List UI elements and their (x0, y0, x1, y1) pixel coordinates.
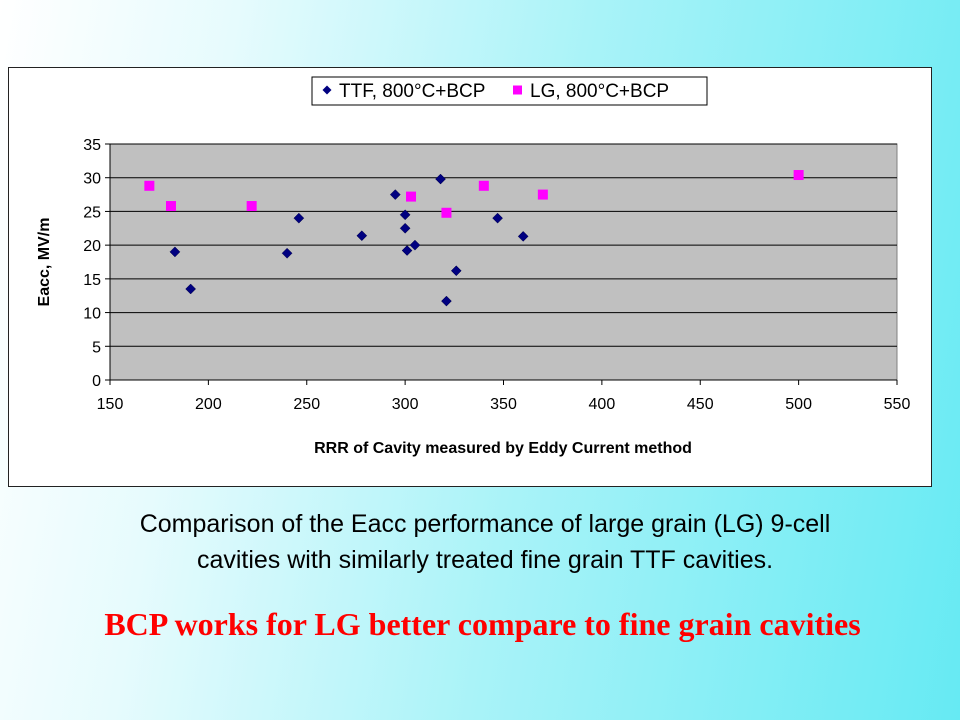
legend-label-lg: LG, 800°C+BCP (530, 81, 669, 102)
y-tick-label: 35 (83, 137, 101, 154)
y-tick-label: 5 (92, 339, 101, 356)
x-axis-label: RRR of Cavity measured by Eddy Current m… (314, 440, 692, 457)
x-tick-label: 450 (687, 396, 714, 413)
x-tick-label: 500 (785, 396, 812, 413)
ttf-point (435, 173, 446, 185)
x-tick-label: 550 (884, 396, 911, 413)
ttf-point (185, 283, 197, 295)
lg-point (406, 191, 417, 202)
ttf-point (401, 245, 413, 256)
ttf-point (450, 265, 462, 277)
y-tick-label: 10 (83, 306, 101, 323)
lg-point (441, 207, 452, 218)
ttf-point (399, 222, 411, 234)
ttf-point (441, 295, 452, 307)
x-tick-label: 400 (589, 396, 616, 413)
x-tick-label: 200 (195, 396, 222, 413)
legend-marker-ttf (322, 85, 332, 95)
y-tick-label: 30 (83, 171, 101, 188)
caption: Comparison of the Eacc performance of la… (20, 506, 950, 578)
y-tick-label: 0 (92, 373, 101, 390)
ttf-point (389, 189, 401, 200)
ttf-point (169, 246, 181, 258)
ttf-point (409, 239, 421, 251)
y-axis-ticks: 0 5 10 15 20 25 30 35 (83, 137, 110, 390)
y-axis-label: Eacc, MV/m (36, 218, 53, 307)
legend-marker-lg (513, 85, 522, 95)
caption-line-2: cavities with similarly treated fine gra… (196, 546, 774, 574)
ttf-point (281, 247, 293, 259)
lg-point (144, 180, 155, 191)
legend: TTF, 800°C+BCP LG, 800°C+BCP (311, 76, 708, 106)
lg-point (537, 189, 548, 200)
chart-area: 0 5 10 15 20 25 30 35 150 200 250 300 350 400 450 500 5… (8, 67, 932, 487)
caption-line-1: Comparison of the Eacc performance of la… (139, 510, 831, 538)
x-tick-label: 250 (293, 396, 320, 413)
x-tick-label: 350 (490, 396, 517, 413)
ttf-point (356, 230, 368, 242)
legend-box (311, 76, 708, 106)
gridlines (109, 143, 897, 381)
plot-area (109, 143, 898, 381)
x-axis-ticks: 150 200 250 300 350 400 450 500 550 (97, 380, 911, 413)
y-tick-label: 20 (83, 238, 101, 255)
ttf-point (517, 231, 529, 242)
lg-point (793, 170, 804, 181)
lg-point (165, 201, 176, 212)
y-tick-label: 15 (83, 272, 101, 289)
ttf-point (293, 212, 305, 224)
data-points (144, 170, 804, 307)
y-tick-label: 25 (83, 204, 101, 221)
ttf-point (399, 209, 411, 221)
lg-point (478, 180, 489, 191)
conclusion-text: BCP works for LG better compare to fine … (104, 606, 861, 642)
x-tick-label: 300 (392, 396, 419, 413)
ttf-point (492, 212, 503, 224)
legend-label-ttf: TTF, 800°C+BCP (339, 81, 485, 102)
lg-point (246, 201, 257, 212)
scatter-chart: 0 5 10 15 20 25 30 35 150 200 250 300 350 400 450 500 5… (36, 76, 911, 457)
x-tick-label: 150 (97, 396, 124, 413)
